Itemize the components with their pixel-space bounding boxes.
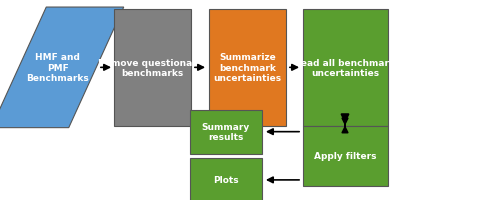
Polygon shape [0, 8, 124, 128]
Bar [190, 158, 262, 200]
Bar [302, 10, 388, 126]
Bar [302, 126, 388, 186]
Bar [209, 10, 286, 126]
Bar [114, 10, 191, 126]
Text: Read all benchmark
uncertainties: Read all benchmark uncertainties [294, 58, 396, 78]
Text: Summary
results: Summary results [202, 122, 250, 142]
Text: Apply filters: Apply filters [314, 152, 376, 160]
Text: Remove questionable
benchmarks: Remove questionable benchmarks [98, 58, 208, 78]
Bar [190, 110, 262, 154]
Text: Summarize
benchmark
uncertainties: Summarize benchmark uncertainties [214, 53, 282, 83]
Text: HMF and
PMF
Benchmarks: HMF and PMF Benchmarks [26, 53, 89, 83]
Text: Plots: Plots [213, 176, 239, 184]
